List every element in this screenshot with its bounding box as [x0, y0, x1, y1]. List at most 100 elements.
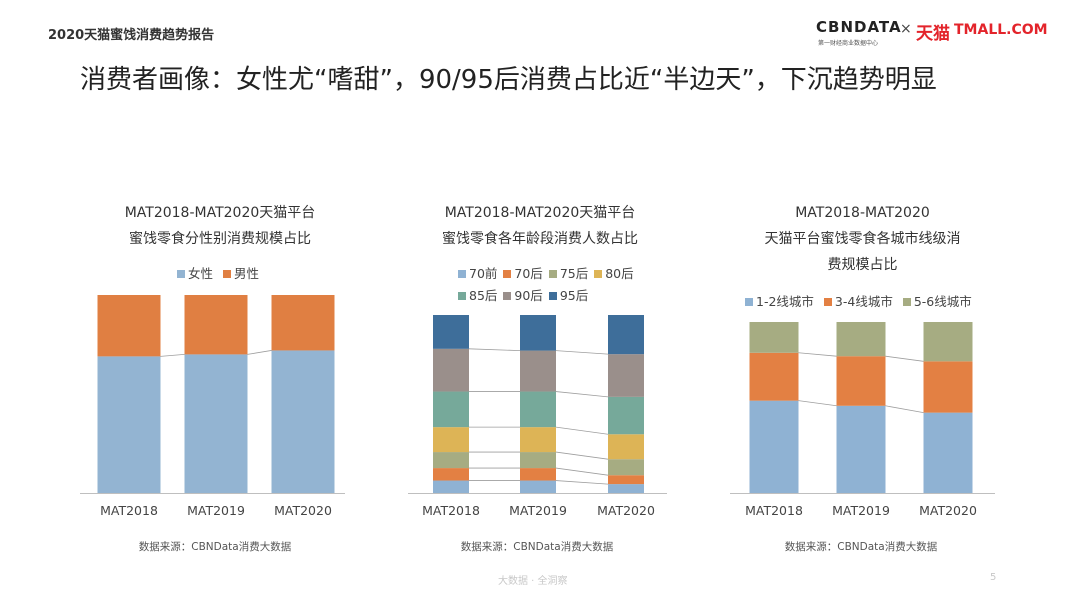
legend-label: 1-2线城市	[756, 294, 814, 309]
city-tier-bar-segment-2	[836, 356, 886, 406]
age-chart-title: MAT2018-MAT2020天猫平台 蜜饯零食各年龄段消费人数占比	[395, 200, 685, 252]
age-connector-line	[555, 391, 609, 398]
city-tier-chart-title-line-2: 天猫平台蜜饯零食各城市线级消	[764, 231, 961, 247]
report-title: 2020天猫蜜饯消费趋势报告	[48, 28, 215, 43]
legend-swatch	[458, 270, 466, 278]
gender-x-tick-label: MAT2019	[187, 503, 245, 518]
age-connector-line	[555, 451, 609, 460]
city-tier-connector-line	[885, 405, 924, 414]
brand-logos: CBNDATA 第一财经商业数据中心 × 天猫 TMALL.COM	[816, 18, 1048, 52]
legend-swatch	[503, 292, 512, 300]
city-tier-chart-title: MAT2018-MAT2020 天猫平台蜜饯零食各城市线级消 费规模占比	[720, 200, 1005, 278]
gender-chart-legend: 女性 男性	[177, 263, 265, 282]
gender-chart-title-line-1: MAT2018-MAT2020天猫平台	[124, 205, 316, 221]
city-tier-bar-segment-1	[923, 412, 973, 493]
legend-swatch	[823, 298, 832, 306]
cbndata-logo-subtitle: 第一财经商业数据中心	[818, 40, 879, 47]
legend-label: 80后	[605, 266, 634, 281]
legend-item-post70: 70后	[503, 263, 543, 285]
age-bar-segment-3	[433, 452, 469, 469]
gender-chart-title: MAT2018-MAT2020天猫平台 蜜饯零食分性别消费规模占比	[80, 200, 360, 252]
city-tier-x-tick-label: MAT2018	[745, 503, 803, 518]
age-bar-segment-3	[520, 452, 556, 469]
age-chart-title-line-2: 蜜饯零食各年龄段消费人数占比	[442, 231, 638, 247]
legend-item-tier56: 5-6线城市	[902, 291, 972, 310]
legend-swatch	[223, 270, 231, 278]
age-bar-segment-2	[433, 468, 469, 481]
legend-swatch	[458, 292, 466, 300]
city-tier-chart-legend: 1-2线城市 3-4线城市 5-6线城市	[745, 291, 978, 310]
age-x-tick-label: MAT2018	[422, 503, 480, 518]
legend-item-post90: 90后	[503, 285, 543, 307]
gender-chart-source: 数据来源：CBNData消费大数据	[138, 541, 292, 553]
age-connector-line	[555, 467, 609, 476]
gender-chart-title-line-2: 蜜饯零食分性别消费规模占比	[129, 231, 311, 247]
age-bar-segment-5	[520, 391, 556, 428]
age-bar-segment-7	[608, 315, 644, 355]
age-bar-segment-1	[608, 484, 644, 493]
slide-headline: 消费者画像：女性尤“嗜甜”，90/95后消费占比近“半边天”，下沉趋势明显	[80, 65, 937, 95]
city-tier-bar-segment-2	[923, 361, 973, 413]
age-connector-line	[555, 426, 609, 435]
age-chart-title-line-1: MAT2018-MAT2020天猫平台	[444, 205, 636, 221]
legend-swatch	[548, 270, 557, 278]
city-tier-bar-segment-3	[836, 322, 886, 357]
legend-label: 75后	[559, 266, 589, 281]
age-connector-line	[468, 348, 521, 351]
page-number: 5	[990, 572, 997, 583]
logo-separator: ×	[900, 21, 912, 37]
age-bar-segment-3	[608, 459, 644, 476]
age-bar-segment-6	[433, 348, 469, 392]
tmall-logo-english: TMALL.COM	[954, 22, 1048, 38]
legend-item-post80: 80后	[594, 263, 634, 285]
age-bar-segment-7	[433, 315, 469, 349]
legend-label: 95后	[559, 288, 589, 303]
age-bar-segment-4	[608, 434, 644, 460]
age-connector-line	[555, 350, 609, 355]
city-tier-bar-segment-3	[923, 322, 973, 362]
city-tier-connector-line	[798, 400, 837, 407]
legend-label: 70前	[469, 266, 498, 281]
legend-label: 男性	[234, 266, 260, 281]
legend-item-male: 男性	[223, 263, 259, 282]
gender-bar-segment-2	[271, 295, 335, 351]
legend-item-post95: 95后	[548, 285, 589, 307]
age-bar-segment-4	[520, 427, 556, 453]
footer-watermark: 大数据 · 全洞察	[498, 576, 568, 587]
legend-label: 70后	[514, 266, 543, 281]
legend-swatch	[594, 270, 603, 278]
legend-item-post85: 85后	[458, 285, 497, 307]
age-bar-segment-5	[433, 391, 469, 428]
age-chart-source: 数据来源：CBNData消费大数据	[460, 541, 614, 553]
legend-label: 5-6线城市	[913, 294, 972, 309]
age-bar-segment-7	[520, 315, 556, 351]
gender-bar-segment-1	[184, 354, 248, 493]
legend-swatch	[177, 270, 185, 278]
age-bar-segment-2	[520, 468, 556, 481]
gender-x-tick-label: MAT2020	[274, 503, 332, 518]
age-x-tick-label: MAT2020	[597, 503, 655, 518]
legend-swatch	[548, 292, 557, 300]
city-tier-connector-line	[885, 355, 924, 362]
age-bar-segment-1	[520, 480, 556, 493]
gender-connector-line	[247, 350, 272, 355]
legend-item-female: 女性	[177, 263, 213, 282]
gender-connector-line	[160, 354, 185, 357]
age-connector-line	[555, 480, 609, 485]
legend-swatch	[503, 270, 512, 278]
age-bar-segment-4	[433, 427, 469, 453]
cbndata-logo: CBNDATA	[816, 18, 902, 36]
legend-item-tier12: 1-2线城市	[745, 291, 814, 310]
legend-item-post75: 75后	[548, 263, 589, 285]
gender-bar-segment-1	[97, 356, 161, 493]
gender-bar-segment-1	[271, 350, 335, 493]
city-tier-bar-segment-1	[836, 405, 886, 493]
city-tier-connector-line	[798, 352, 837, 357]
legend-label: 85后	[469, 288, 498, 303]
age-x-tick-label: MAT2019	[509, 503, 567, 518]
age-bar-segment-6	[520, 350, 556, 392]
city-tier-bar-segment-2	[749, 352, 799, 401]
city-tier-chart-source: 数据来源：CBNData消费大数据	[784, 541, 938, 553]
age-chart-legend: 70前 70后 75后 80后 85后 90后 95后	[458, 263, 648, 307]
